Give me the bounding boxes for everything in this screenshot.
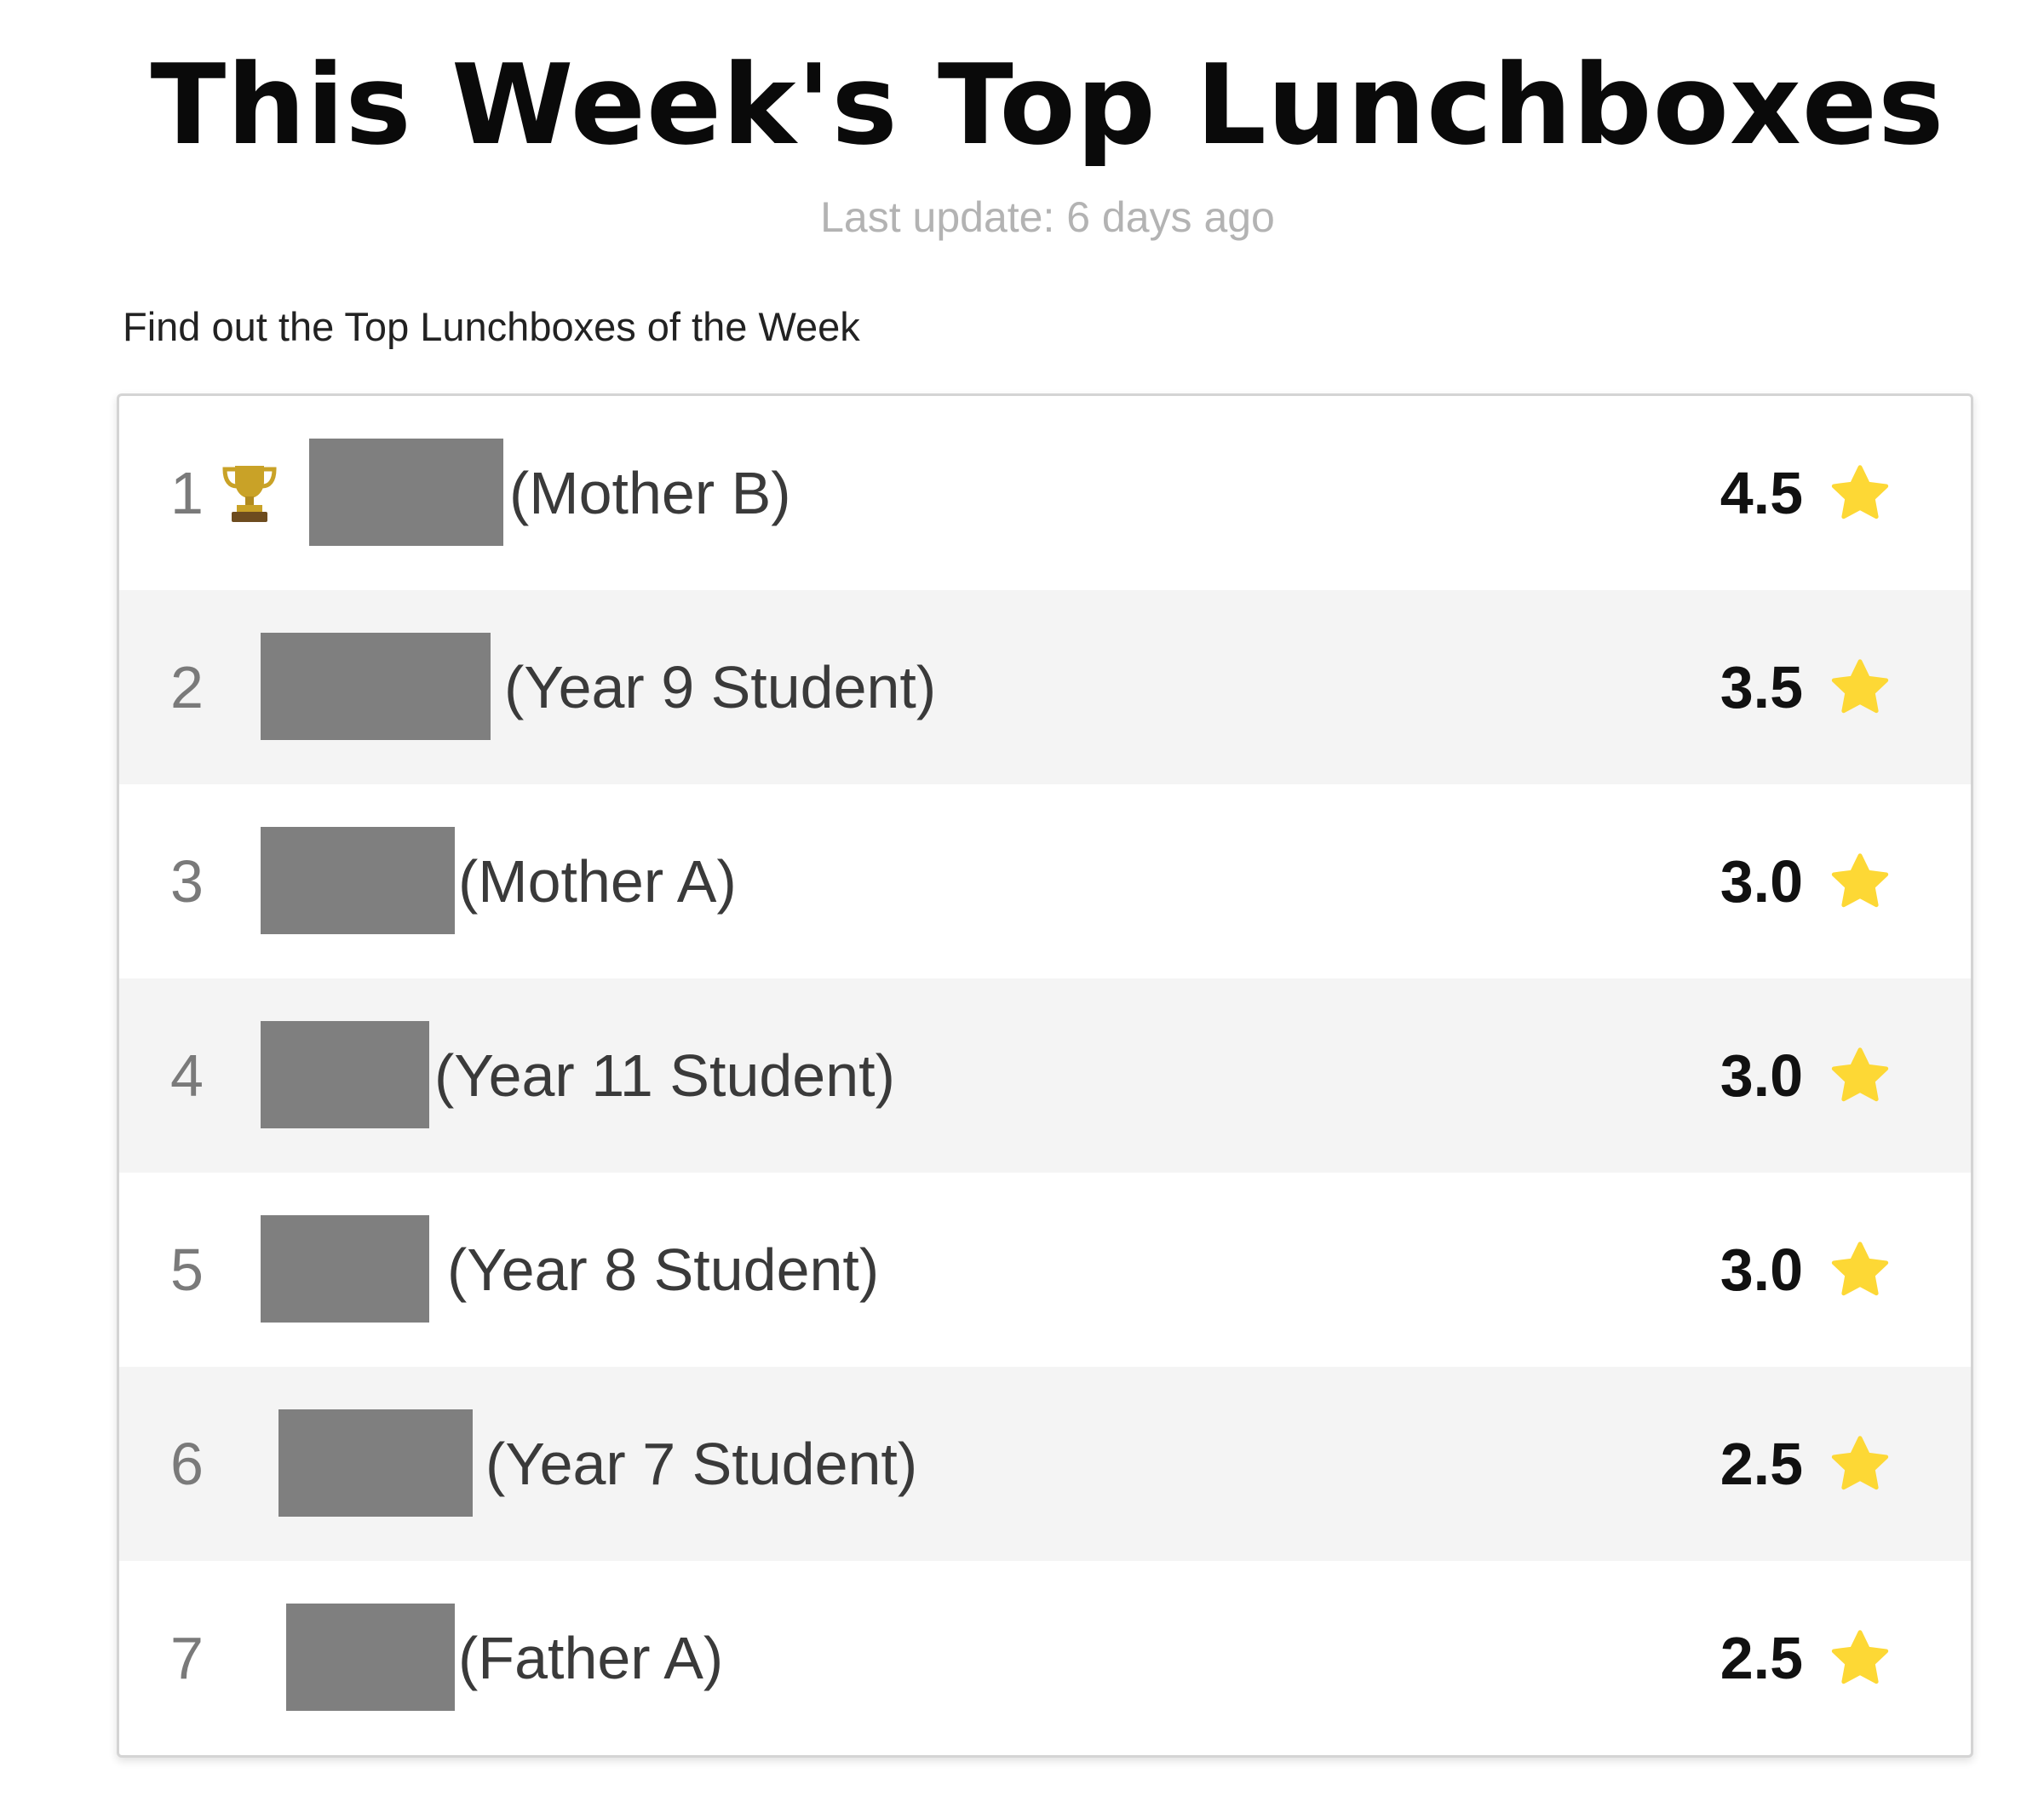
rank-number: 1	[170, 460, 204, 526]
rating-score: 2.5	[1720, 1431, 1803, 1497]
star-icon	[1831, 465, 1889, 519]
rating-score: 2.5	[1720, 1625, 1803, 1691]
participant-role: (Mother A)	[458, 848, 737, 915]
star-icon	[1831, 1630, 1889, 1684]
star-icon	[1831, 853, 1889, 908]
leaderboard-row[interactable]: 1 (Mother B) 4.5	[119, 396, 1971, 590]
rank-number: 5	[170, 1237, 204, 1303]
page-title: This Week's Top Lunchboxes	[150, 40, 1945, 169]
redacted-name	[261, 827, 455, 934]
rating-score: 3.0	[1720, 1237, 1803, 1303]
intro-text: Find out the Top Lunchboxes of the Week	[123, 304, 860, 349]
rating-score: 3.5	[1720, 654, 1803, 720]
star-icon	[1831, 1047, 1889, 1102]
participant-role: (Year 9 Student)	[504, 654, 937, 720]
participant-role: (Father A)	[458, 1625, 724, 1691]
redacted-name	[286, 1604, 455, 1711]
redacted-name	[309, 439, 503, 546]
redacted-name	[261, 1215, 429, 1323]
leaderboard-row[interactable]: 4 (Year 11 Student) 3.0	[119, 978, 1971, 1173]
redacted-name	[278, 1409, 473, 1517]
rating-score: 3.0	[1720, 848, 1803, 915]
rank-number: 6	[170, 1431, 204, 1497]
redacted-name	[261, 1021, 429, 1128]
rank-number: 4	[170, 1042, 204, 1109]
rank-number: 2	[170, 654, 204, 720]
leaderboard-list: 1 (Mother B) 4.5 2 (Year 9 Student) 3.5 …	[117, 393, 1973, 1758]
trophy-icon	[222, 466, 277, 522]
last-update-text: Last update: 6 days ago	[820, 193, 1275, 241]
participant-role: (Year 8 Student)	[447, 1237, 880, 1303]
rating-score: 3.0	[1720, 1042, 1803, 1109]
leaderboard-row[interactable]: 2 (Year 9 Student) 3.5	[119, 590, 1971, 784]
rating-score: 4.5	[1720, 460, 1803, 526]
participant-role: (Year 11 Student)	[434, 1042, 895, 1109]
redacted-name	[261, 633, 491, 740]
participant-role: (Mother B)	[509, 460, 791, 526]
star-icon	[1831, 659, 1889, 714]
leaderboard-row[interactable]: 7 (Father A) 2.5	[119, 1561, 1971, 1755]
star-icon	[1831, 1436, 1889, 1490]
leaderboard-row[interactable]: 3 (Mother A) 3.0	[119, 784, 1971, 978]
rank-number: 3	[170, 848, 204, 915]
star-icon	[1831, 1242, 1889, 1296]
leaderboard-row[interactable]: 5 (Year 8 Student) 3.0	[119, 1173, 1971, 1367]
participant-role: (Year 7 Student)	[485, 1431, 918, 1497]
rank-number: 7	[170, 1625, 204, 1691]
leaderboard-row[interactable]: 6 (Year 7 Student) 2.5	[119, 1367, 1971, 1561]
